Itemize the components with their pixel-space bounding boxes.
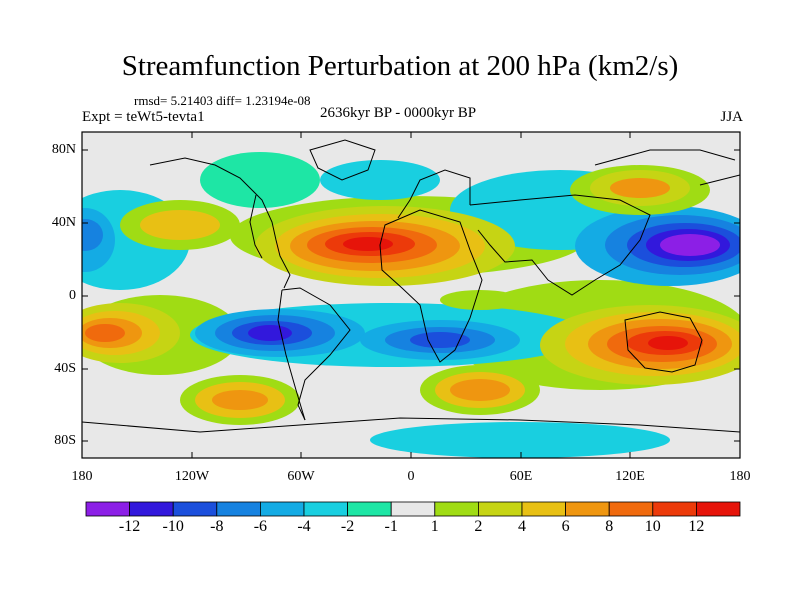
north-pacific-high xyxy=(570,165,710,215)
colorbar-swatch xyxy=(347,501,392,517)
arctic-coast xyxy=(594,149,736,166)
colorbar-swatch xyxy=(521,501,566,517)
colorbar-label: -10 xyxy=(162,518,184,535)
colorbar-label: 6 xyxy=(561,518,570,535)
contour-field xyxy=(82,132,740,458)
north-america-coast xyxy=(149,157,291,289)
north-america-band xyxy=(200,152,320,208)
europe-coast xyxy=(397,169,471,219)
colorbar-swatch xyxy=(477,501,523,517)
colorbar-swatch xyxy=(172,501,218,517)
lat-label-40n: 40N xyxy=(51,215,76,230)
colorbar-swatch xyxy=(390,501,436,517)
alaska-coast xyxy=(699,174,740,186)
colorbar-swatch xyxy=(259,501,305,517)
asia-coast xyxy=(469,194,651,296)
colorbar-label: -8 xyxy=(210,518,224,535)
stats-text: rmsd= 5.21403 diff= 1.23194e-08 xyxy=(134,93,311,108)
colorbar-swatch xyxy=(434,501,479,517)
chart-title: Streamfunction Perturbation at 200 hPa (… xyxy=(121,50,679,82)
colorbar-swatch xyxy=(565,501,610,517)
colorbar-swatch xyxy=(85,501,130,517)
antarctica-coast xyxy=(82,417,740,433)
lat-label-80n: 80N xyxy=(51,142,76,157)
colorbar-label: 10 xyxy=(644,518,661,535)
north-america-west-coast xyxy=(249,194,263,259)
lon-label-180e: 180 xyxy=(729,469,751,484)
south-pacific-high xyxy=(180,375,300,425)
colorbar-swatch xyxy=(608,501,654,517)
north-atlantic-trough xyxy=(320,160,440,200)
equatorial-high xyxy=(440,290,520,310)
colorbar-label: 8 xyxy=(605,518,614,535)
colorbar-label: -2 xyxy=(340,518,355,535)
coastlines xyxy=(82,139,740,433)
axis-ticks xyxy=(81,132,741,458)
greenland-coast xyxy=(309,139,376,181)
colorbar-swatch xyxy=(303,501,348,517)
indian-ocean-high xyxy=(420,365,540,415)
lat-label-40s: 40S xyxy=(54,361,76,376)
colorbar-swatch xyxy=(652,501,697,517)
colorbar-swatch xyxy=(129,501,174,517)
colorbar-label: -4 xyxy=(297,518,311,535)
atlantic-high-core xyxy=(255,206,515,286)
asia-low-core xyxy=(575,206,740,286)
period-label: 2636kyr BP - 0000kyr BP xyxy=(320,105,477,121)
colorbar-label: 2 xyxy=(474,518,483,535)
colorbar xyxy=(85,501,741,517)
lon-label-0: 0 xyxy=(407,469,415,484)
season-label: JJA xyxy=(720,109,743,125)
australia-high-core xyxy=(540,305,740,385)
colorbar-label: -1 xyxy=(384,518,398,535)
australia-coast xyxy=(624,311,703,373)
pacific-high-core xyxy=(82,303,180,363)
colorbar-swatch xyxy=(216,501,261,517)
southern-ocean-trough xyxy=(370,422,670,458)
lon-label-120w: 120W xyxy=(174,469,210,484)
lon-label-60w: 60W xyxy=(287,469,315,484)
lat-label-80s: 80S xyxy=(54,433,76,448)
lon-label-60e: 60E xyxy=(509,469,533,484)
experiment-label: Expt = teWt5-tevta1 xyxy=(82,109,205,125)
south-america-west-coast xyxy=(277,289,306,421)
pacific-low-core xyxy=(82,208,115,272)
north-america-high xyxy=(120,200,240,250)
lon-label-180w: 180 xyxy=(71,469,93,484)
colorbar-label: -12 xyxy=(118,518,141,535)
africa-coast xyxy=(379,209,483,363)
lon-label-120e: 120E xyxy=(615,469,645,484)
colorbar-label: 4 xyxy=(518,518,526,535)
south-america-low-core xyxy=(195,309,365,357)
lat-label-eq: 0 xyxy=(69,288,76,303)
africa-low-core xyxy=(360,320,520,360)
colorbar-label: 12 xyxy=(688,518,705,535)
colorbar-label: -6 xyxy=(253,518,268,535)
colorbar-label: 1 xyxy=(430,518,439,535)
colorbar-swatch xyxy=(696,501,741,517)
